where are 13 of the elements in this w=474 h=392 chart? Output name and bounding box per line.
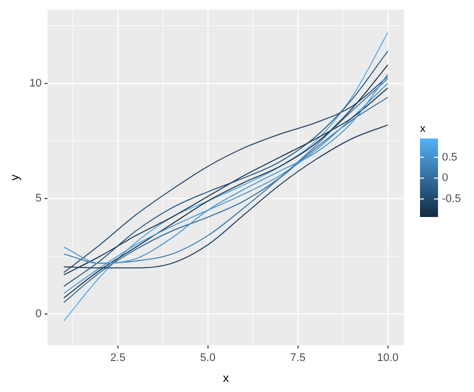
y-tick-label: 0 xyxy=(36,308,42,320)
x-axis-title: x xyxy=(222,371,229,386)
y-tick-label: 10 xyxy=(29,77,42,90)
color-bar-label: 0 xyxy=(442,172,448,184)
x-tick-label: 5.0 xyxy=(200,352,216,364)
color-bar-label: -0.5 xyxy=(442,193,461,206)
x-tick-label: 7.5 xyxy=(290,352,306,364)
color-bar-title: x xyxy=(420,123,426,136)
y-tick-label: 5 xyxy=(36,192,42,205)
y-axis-title: y xyxy=(8,174,22,180)
x-tick-label: 10.0 xyxy=(377,352,399,364)
x-tick-label: 2.5 xyxy=(110,352,126,364)
color-bar-label: 0.5 xyxy=(442,151,458,164)
